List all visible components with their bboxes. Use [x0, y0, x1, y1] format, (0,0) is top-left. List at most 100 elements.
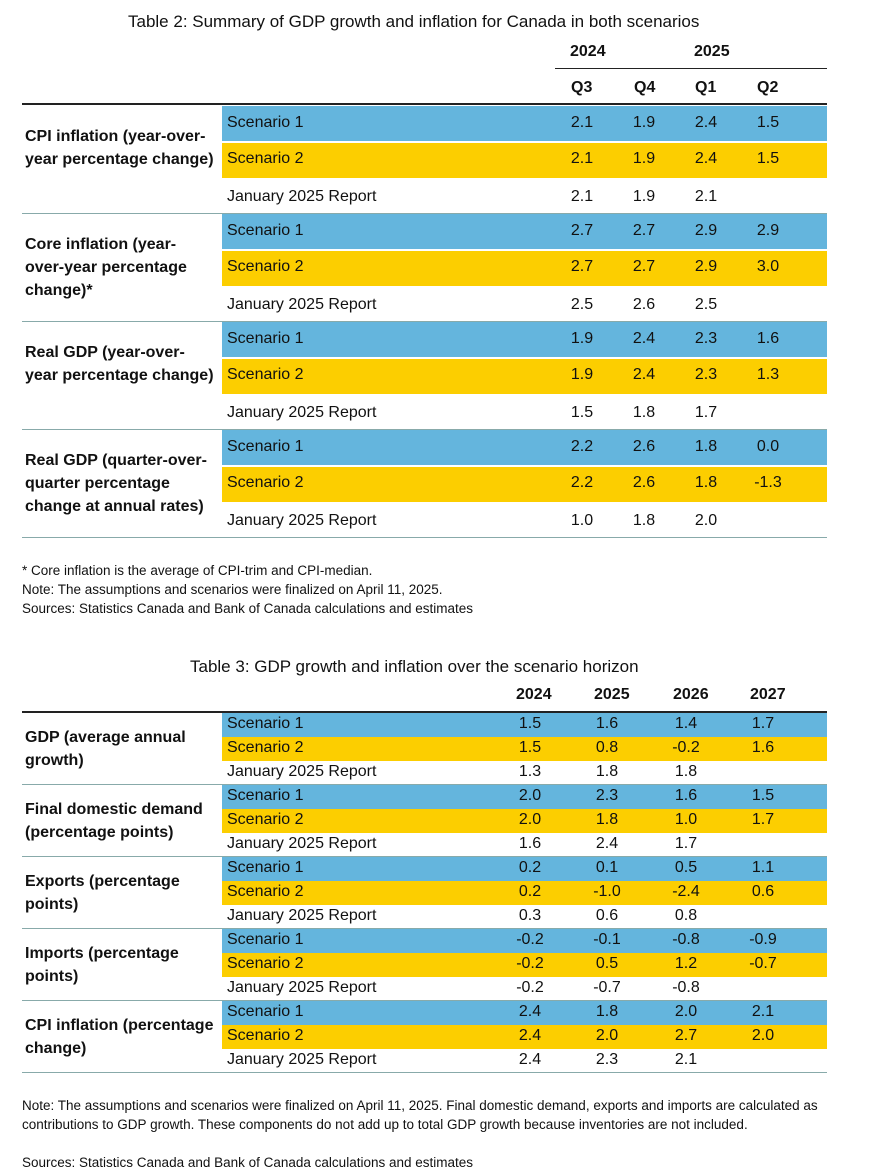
table3-cell: 2.4 — [595, 835, 619, 852]
table2-cell: 2.1 — [570, 188, 594, 205]
table2-row-band — [222, 286, 827, 322]
table2-group-label: Core inflation (year-over-year percentag… — [25, 236, 187, 299]
table3-year-2026: 2026 — [673, 686, 709, 703]
table2-cell: 2.1 — [570, 150, 594, 167]
table3-cell: 2.0 — [595, 1027, 619, 1044]
table2-row-label: Scenario 1 — [227, 330, 304, 347]
table2-cell: 1.3 — [756, 366, 780, 383]
table2-cell: 1.8 — [632, 512, 656, 529]
table3-row-label: January 2025 Report — [227, 1051, 377, 1068]
table3-cell: 0.5 — [674, 859, 698, 876]
table3-note: Note: The assumptions and scenarios were… — [22, 1098, 818, 1132]
table2-cell: 1.8 — [694, 438, 718, 455]
table3-row-label: January 2025 Report — [227, 907, 377, 924]
table3-cell: -0.1 — [593, 931, 621, 948]
table3-cell: -0.2 — [516, 955, 544, 972]
table3-cell: 1.8 — [595, 811, 619, 828]
table2-title: Table 2: Summary of GDP growth and infla… — [128, 12, 700, 31]
table2-group-label: Real GDP (year-over-year percentage chan… — [25, 344, 214, 384]
table2-row-label: Scenario 2 — [227, 150, 304, 167]
table2-row-band — [222, 358, 827, 394]
table3-group-rule — [22, 856, 827, 857]
table2-cell: 2.9 — [694, 222, 718, 239]
table3-cell: 1.1 — [751, 859, 775, 876]
table2-footnote: * Core inflation is the average of CPI-t… — [22, 563, 373, 578]
table2-cell: 2.4 — [694, 150, 718, 167]
table3-group-rule — [22, 1072, 827, 1073]
table2-row-band — [222, 502, 827, 538]
table3-cell: 2.0 — [518, 787, 542, 804]
table3-row-label: Scenario 2 — [227, 739, 304, 756]
table3-row-band — [222, 881, 827, 905]
table3-cell: 1.8 — [674, 763, 698, 780]
table3-cell: 0.2 — [518, 883, 542, 900]
table2-cell: 2.7 — [570, 222, 594, 239]
table2-row-label: Scenario 2 — [227, 366, 304, 383]
table2-row-label: Scenario 1 — [227, 438, 304, 455]
table3-cell: 2.0 — [518, 811, 542, 828]
table3-cell: 0.2 — [518, 859, 542, 876]
table3-row-label: January 2025 Report — [227, 763, 377, 780]
table3-cell: 2.1 — [751, 1003, 775, 1020]
table3-row-band — [222, 809, 827, 833]
table2-year-2024: 2024 — [570, 43, 606, 60]
table3-cell: 2.1 — [674, 1051, 698, 1068]
table3-group-rule — [22, 1000, 827, 1001]
table3-cell: -0.8 — [672, 931, 700, 948]
table3-row-band — [222, 761, 827, 785]
table2-group-rule — [22, 537, 827, 538]
table2-row-label: January 2025 Report — [227, 512, 377, 529]
table2-cell: 2.2 — [570, 438, 594, 455]
table3-row-band — [222, 857, 827, 881]
table3-sources: Sources: Statistics Canada and Bank of C… — [22, 1155, 474, 1170]
table3-row-band — [222, 713, 827, 737]
table2-group-rule — [22, 429, 827, 430]
table3-cell: 1.7 — [751, 811, 775, 828]
table3-row-label: Scenario 2 — [227, 1027, 304, 1044]
table2-cell: 2.1 — [570, 114, 594, 131]
table2-cell: 2.5 — [694, 296, 718, 313]
table3-group-rule — [22, 784, 827, 785]
table3-row-label: Scenario 1 — [227, 859, 304, 876]
table2-cell: 1.9 — [632, 114, 656, 131]
table3-cell: 0.8 — [595, 739, 619, 756]
table2-cell: 1.7 — [694, 404, 718, 421]
table2-row-band — [222, 322, 827, 358]
table2-group-label: Real GDP (quarter-over-quarter percentag… — [25, 452, 207, 515]
table2-cell: 2.7 — [632, 222, 656, 239]
table3-cell: 2.0 — [751, 1027, 775, 1044]
table2-cell: 2.6 — [632, 438, 656, 455]
table3-cell: 2.3 — [595, 1051, 619, 1068]
table3-cell: -0.8 — [672, 979, 700, 996]
table3-group-label: GDP (average annual growth) — [25, 729, 186, 769]
table2-cell: 1.9 — [632, 188, 656, 205]
table2-year-2025: 2025 — [694, 43, 730, 60]
table3-row-band — [222, 1001, 827, 1025]
table3-cell: 1.2 — [674, 955, 698, 972]
table3-cell: 1.6 — [751, 739, 775, 756]
table3-cell: 0.5 — [595, 955, 619, 972]
table3-row-band — [222, 953, 827, 977]
table2-cell: 1.9 — [632, 150, 656, 167]
table2-row-band — [222, 250, 827, 286]
table2-cell: 2.0 — [694, 512, 718, 529]
table3-cell: 1.8 — [595, 763, 619, 780]
table2-row-band — [222, 142, 827, 178]
table3-cell: 0.3 — [518, 907, 542, 924]
table3-cell: -0.2 — [516, 979, 544, 996]
table3-cell: 1.5 — [518, 739, 542, 756]
table2-sources: Sources: Statistics Canada and Bank of C… — [22, 601, 474, 616]
table2-row-label: January 2025 Report — [227, 188, 377, 205]
table2-top-rule — [555, 68, 827, 69]
table3-row-band — [222, 905, 827, 929]
table3-row-band — [222, 737, 827, 761]
table2-row-band — [222, 214, 827, 250]
table3-group-rule — [22, 928, 827, 929]
table2-cell: 1.5 — [570, 404, 594, 421]
table3-year-2025: 2025 — [594, 686, 630, 703]
table3-cell: -2.4 — [672, 883, 700, 900]
table3-cell: 1.3 — [518, 763, 542, 780]
table2-row-label: Scenario 1 — [227, 114, 304, 131]
table2-cell: 2.4 — [632, 330, 656, 347]
table3-row-label: January 2025 Report — [227, 835, 377, 852]
